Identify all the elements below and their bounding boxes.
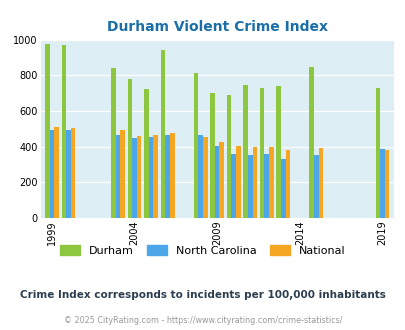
Bar	[264, 154, 269, 218]
Bar	[259, 88, 264, 218]
Legend: Durham, North Carolina, National: Durham, North Carolina, National	[55, 241, 350, 260]
Bar	[198, 135, 202, 218]
Bar	[202, 137, 207, 218]
Bar	[128, 79, 132, 218]
Bar	[149, 137, 153, 218]
Bar	[313, 155, 318, 218]
Bar	[210, 93, 214, 218]
Bar	[50, 130, 54, 218]
Bar	[247, 155, 252, 218]
Bar	[276, 86, 280, 218]
Bar	[243, 85, 247, 218]
Bar	[136, 136, 141, 218]
Bar	[153, 135, 158, 218]
Bar	[384, 150, 388, 218]
Bar	[219, 142, 224, 218]
Bar	[269, 148, 273, 218]
Bar	[309, 67, 313, 218]
Bar	[231, 154, 235, 218]
Bar	[375, 88, 379, 218]
Bar	[379, 149, 384, 218]
Bar	[214, 146, 219, 218]
Bar	[193, 74, 198, 218]
Bar	[160, 50, 165, 218]
Bar	[45, 44, 50, 218]
Bar	[252, 148, 256, 218]
Bar	[144, 89, 149, 218]
Bar	[226, 95, 231, 218]
Bar	[132, 138, 136, 218]
Bar	[66, 130, 70, 218]
Bar	[285, 150, 290, 218]
Bar	[170, 133, 174, 218]
Bar	[62, 45, 66, 218]
Bar	[115, 135, 120, 218]
Title: Durham Violent Crime Index: Durham Violent Crime Index	[107, 20, 327, 34]
Bar	[111, 68, 115, 218]
Bar	[235, 146, 240, 218]
Bar	[70, 128, 75, 218]
Text: Crime Index corresponds to incidents per 100,000 inhabitants: Crime Index corresponds to incidents per…	[20, 290, 385, 300]
Bar	[318, 148, 322, 218]
Bar	[280, 159, 285, 218]
Bar	[120, 130, 125, 218]
Text: © 2025 CityRating.com - https://www.cityrating.com/crime-statistics/: © 2025 CityRating.com - https://www.city…	[64, 316, 341, 325]
Bar	[54, 127, 59, 218]
Bar	[165, 135, 170, 218]
